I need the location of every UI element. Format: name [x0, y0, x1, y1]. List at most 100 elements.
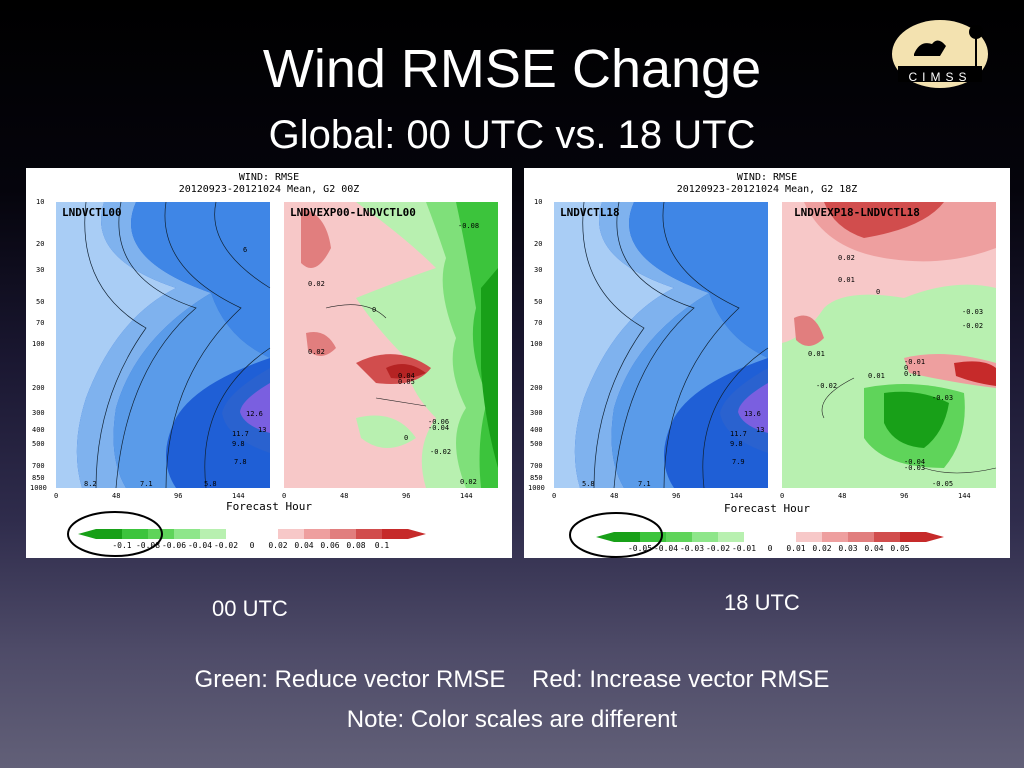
contour-label: -0.03 [904, 464, 925, 472]
slide-title: Wind RMSE Change [262, 39, 762, 99]
x-tick: 96 [402, 492, 410, 500]
y-tick: 30 [534, 266, 542, 274]
contour-label: 0.02 [838, 254, 855, 262]
y-tick: 400 [32, 426, 45, 434]
rmse-map-label: LNDVCTL18 [560, 206, 620, 219]
colorbar [596, 532, 944, 542]
contour-label: 0.02 [308, 280, 325, 288]
contour-label: 9.8 [730, 440, 743, 448]
colorbar-tick: -0.06 [162, 541, 186, 550]
contour-label: 6 [243, 246, 247, 254]
scale-note: Note: Color scales are different [346, 706, 678, 733]
x-tick: 96 [900, 492, 908, 500]
x-tick: 96 [672, 492, 680, 500]
colorbar-tick: 0.01 [786, 544, 805, 553]
contour-label: -0.02 [430, 448, 451, 456]
x-tick: 0 [552, 492, 556, 500]
y-tick: 850 [530, 474, 543, 482]
contour-label: -0.05 [932, 480, 953, 488]
colorbar-tick: -0.04 [188, 541, 212, 550]
contour-label: 7.1 [638, 480, 651, 488]
cimss-logo: CIMSS [890, 14, 1000, 94]
x-tick: 144 [460, 492, 473, 500]
panel-header-line2: 20120923-20121024 Mean, G2 18Z [677, 184, 858, 195]
x-tick: 48 [112, 492, 120, 500]
colorbar-tick: 0.02 [812, 544, 831, 553]
contour-label: 11.7 [730, 430, 747, 438]
contour-label: 9.8 [232, 440, 245, 448]
contour-label: 13.6 [744, 410, 761, 418]
chart-panel-18utc: WIND: RMSE 20120923-20121024 Mean, G2 18… [524, 168, 1010, 558]
y-tick: 100 [530, 340, 543, 348]
panel-header-line1: WIND: RMSE [239, 172, 299, 183]
x-tick: 48 [340, 492, 348, 500]
panel-header-line1: WIND: RMSE [737, 172, 797, 183]
colorbar-tick: 0 [768, 544, 773, 553]
colorbar-tick: 0 [250, 541, 255, 550]
contour-label: 0.04 [398, 372, 415, 380]
contour-label: 0 [904, 364, 908, 372]
y-tick: 70 [36, 319, 44, 327]
contour-label: 13 [258, 426, 266, 434]
y-tick: 50 [534, 298, 542, 306]
colorbar-tick: 0.05 [890, 544, 909, 553]
contour-label: -0.08 [458, 222, 479, 230]
colorbar-tick: -0.02 [214, 541, 238, 550]
y-tick: 700 [32, 462, 45, 470]
y-tick: 300 [32, 409, 45, 417]
contour-label: 7.9 [732, 458, 745, 466]
x-tick: 0 [282, 492, 286, 500]
contour-label: 0.02 [308, 348, 325, 356]
contour-label: 5.8 [204, 480, 217, 488]
y-tick: 10 [534, 198, 542, 206]
colorbar-tick: 0.04 [294, 541, 313, 550]
colorbar-tick: -0.04 [654, 544, 678, 553]
x-tick: 0 [54, 492, 58, 500]
contour-label: -0.03 [962, 308, 983, 316]
contour-label: -0.04 [904, 458, 925, 466]
contour-label: 0 [372, 306, 376, 314]
contour-label: -0.02 [816, 382, 837, 390]
contour-label: -0.02 [962, 322, 983, 330]
x-tick: 96 [174, 492, 182, 500]
colorbar [78, 529, 426, 539]
y-tick: 400 [530, 426, 543, 434]
contour-label: 8.2 [84, 480, 97, 488]
cimss-logo-icon [892, 20, 988, 88]
caption-00utc: 00 UTC [212, 596, 288, 621]
contour-label: 5.8 [582, 480, 595, 488]
colorbar-tick: 0.06 [320, 541, 339, 550]
chart-panel-00utc: WIND: RMSE 20120923-20121024 Mean, G2 00… [26, 168, 512, 558]
contour-label: -0.01 [904, 358, 925, 366]
y-tick: 200 [530, 384, 543, 392]
contour-label: 0.02 [460, 478, 477, 486]
y-tick: 200 [32, 384, 45, 392]
contour-label: 11.7 [232, 430, 249, 438]
rmse-contour-map [56, 201, 271, 489]
y-tick: 1000 [30, 484, 47, 492]
y-tick: 500 [32, 440, 45, 448]
colorbar-tick: -0.05 [628, 544, 652, 553]
colorbar-tick: -0.03 [680, 544, 704, 553]
y-tick: 30 [36, 266, 44, 274]
slide-subtitle: Global: 00 UTC vs. 18 UTC [268, 113, 756, 157]
contour-label: -0.03 [932, 394, 953, 402]
y-tick: 50 [36, 298, 44, 306]
colorbar-tick: -0.1 [112, 541, 131, 550]
rmse-contour-map [554, 201, 769, 489]
contour-label: 0.01 [868, 372, 885, 380]
highlight-circle [67, 511, 163, 557]
contour-label: 0 [404, 434, 408, 442]
contour-label: 7.1 [140, 480, 153, 488]
y-tick: 1000 [528, 484, 545, 492]
panel-header-line2: 20120923-20121024 Mean, G2 00Z [179, 184, 360, 195]
y-tick: 70 [534, 319, 542, 327]
x-tick: 144 [730, 492, 743, 500]
difference-map-label: LNDVEXP00-LNDVCTL00 [290, 206, 416, 219]
y-tick: 20 [534, 240, 542, 248]
contour-label: 0.01 [808, 350, 825, 358]
colorbar-tick: 0.03 [838, 544, 857, 553]
y-tick: 10 [36, 198, 44, 206]
colorbar-tick: -0.08 [136, 541, 160, 550]
colorbar-tick: 0.02 [268, 541, 287, 550]
